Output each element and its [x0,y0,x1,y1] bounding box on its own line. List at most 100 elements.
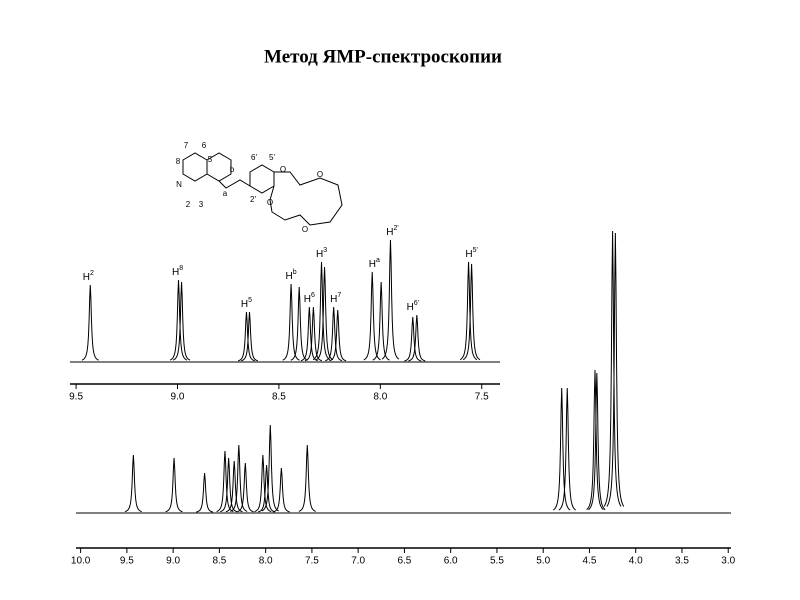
peak [240,311,259,362]
peak [300,306,318,362]
peak [230,444,248,512]
x-tick-label: 8.0 [373,392,387,403]
peak [459,261,478,361]
peak-label: H7 [330,292,341,305]
peak-label-text: H [172,267,179,278]
peak [372,281,390,361]
atom-label: b [230,165,235,174]
x-tick-label: 9.0 [171,392,185,403]
slide-title: Метод ЯМР-спектроскопии [264,46,502,67]
peak-label: Hb [286,269,297,282]
x-tick-label: 7.5 [475,392,489,403]
peak [165,457,183,513]
x-tick-label: 8.5 [272,392,286,403]
peak [588,372,606,511]
x-tick-label: 7.0 [351,556,365,567]
peak-label: H5 [241,297,252,310]
peak-label: H8 [172,265,183,278]
peak-label-sup: 5 [248,297,252,304]
x-tick-label: 6.5 [397,556,411,567]
x-tick-label: 5.0 [536,556,550,567]
atom-label: 2 [186,200,191,209]
x-tick-label: 5.5 [490,556,504,567]
vinyl [218,179,251,189]
atom-label: 6 [202,141,207,150]
peak-label-sup: 6 [311,292,315,299]
atom-label: O [267,198,273,207]
peak-label-text: H [241,299,248,310]
peak-label-sup: b [293,269,297,276]
peak-label-text: H [330,294,337,305]
peak [258,464,276,513]
peak-label: H3 [316,247,327,260]
x-tick-label: 3.0 [721,556,735,567]
atom-label: O [317,170,323,179]
peak [169,279,188,361]
x-tick-label: 8.5 [212,556,226,567]
peak [325,306,343,362]
peak [261,424,279,512]
peak-label-sup: a [376,257,380,264]
peak-label-text: H [465,249,472,260]
peak-label-sup: 3 [323,247,327,254]
x-tick-label: 3.5 [675,556,689,567]
peak [603,230,622,507]
atom-label: a [223,189,228,198]
peak [462,263,481,361]
peak [408,314,426,362]
x-tick-label: 4.5 [583,556,597,567]
peak [552,387,571,511]
peak-label: H5' [465,247,477,260]
peak-label-text: H [386,227,393,238]
peak [381,239,400,360]
atom-label: N [176,180,182,189]
atom-label: 8 [176,157,181,166]
x-tick-label: 7.5 [305,556,319,567]
x-tick-label: 10.0 [71,556,91,567]
peak [363,271,381,361]
peak [196,472,214,513]
peak-label: H6' [407,300,419,313]
peak-label-text: H [407,302,414,313]
x-tick-label: 6.0 [444,556,458,567]
peak [404,316,422,362]
peak [282,283,300,361]
peak [220,457,238,513]
peak [315,266,334,361]
peak-label-sup: 6' [414,300,419,307]
atom-label: 7 [184,141,189,150]
peak [81,284,99,361]
peak-label-text: H [316,249,323,260]
peak [586,369,604,511]
peak-label-sup: 7 [337,292,341,299]
peak-label-text: H [304,294,311,305]
peak-label: H2' [386,225,398,238]
peak [606,232,625,507]
atom-label: 3 [199,200,204,209]
x-tick-label: 9.0 [166,556,180,567]
atom-labels: 7 6 8 5 N 2 3 b a 6' 5' 2' O O O O [176,141,323,234]
atom-label: O [280,165,286,174]
peak-label-sup: 8 [179,265,183,272]
peak-label: H2 [83,270,94,283]
atom-label: 2' [250,195,256,204]
peak [216,450,234,513]
peak-label: H6 [304,292,315,305]
peak [558,387,576,511]
ring [206,152,232,182]
peak-label-text: H [83,272,90,283]
peak [237,311,256,362]
peak [304,306,322,362]
peak [298,444,316,512]
peak-label-sup: 2 [90,270,94,277]
peak [172,281,191,361]
peak-label-sup: 5' [473,247,478,254]
atom-label: O [302,225,308,234]
x-tick-label: 8.0 [259,556,273,567]
atom-label: 5 [208,155,213,164]
peak [312,261,331,361]
peak-label-sup: 2' [394,225,399,232]
peak [124,454,142,513]
structure [182,152,343,226]
